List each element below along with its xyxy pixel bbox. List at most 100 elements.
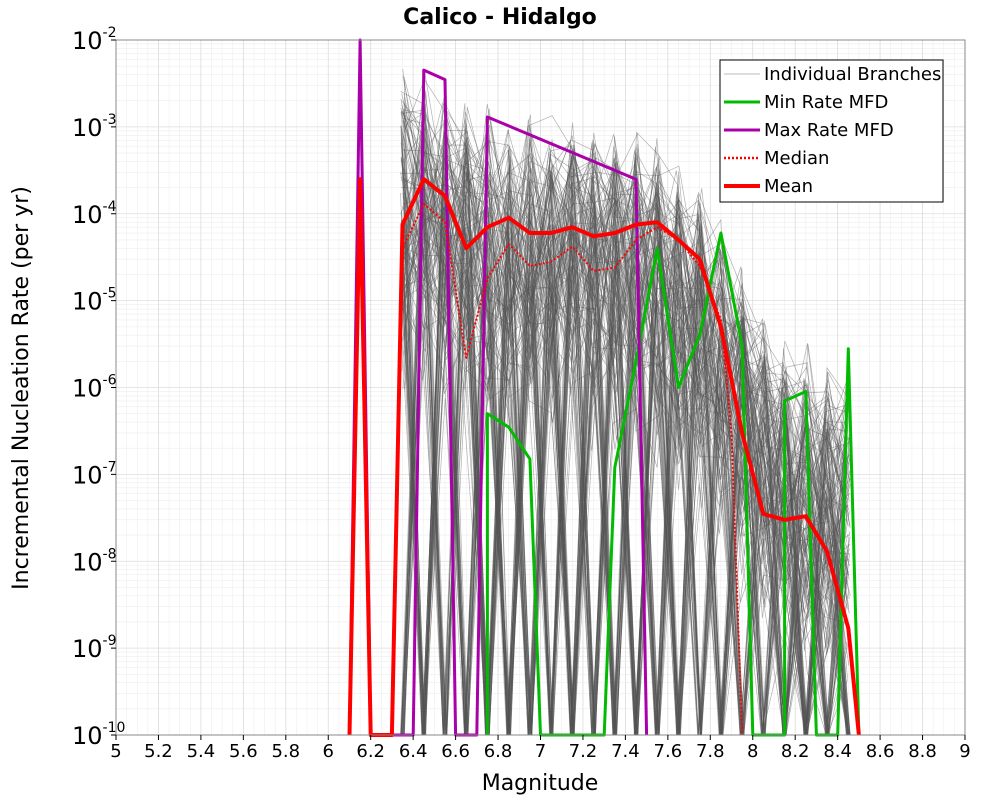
branch-line (400, 100, 849, 736)
branch-line (400, 91, 848, 736)
y-tick-label: 10-8 (72, 546, 117, 576)
branch-line (401, 128, 849, 736)
x-tick-label: 8.4 (823, 741, 852, 762)
branch-line (404, 160, 850, 736)
branch-line (401, 156, 851, 736)
branch-line (400, 177, 849, 736)
y-tick-exponent: -7 (103, 459, 117, 475)
branch-line (401, 152, 850, 736)
branch-line (402, 157, 847, 736)
branch-line (403, 146, 849, 736)
branch-line (402, 156, 849, 736)
branch-line (400, 133, 847, 736)
branch-line (401, 103, 849, 736)
branch-line (402, 117, 849, 736)
branch-line (402, 153, 849, 736)
legend-label: Mean (764, 176, 813, 197)
branch-line (401, 104, 850, 736)
branch-line (402, 149, 848, 736)
branch-line (402, 119, 850, 736)
branch-line (403, 165, 851, 736)
branch-line (402, 147, 847, 736)
branch-line (401, 127, 850, 736)
branch-line (400, 112, 851, 736)
branch-line (402, 136, 847, 736)
branch-line (403, 125, 851, 736)
branch-line (401, 143, 848, 736)
branch-line (402, 107, 848, 736)
branch-line (402, 155, 851, 736)
branch-line (403, 138, 849, 736)
x-tick-label: 9 (959, 741, 970, 762)
branch-line (402, 170, 849, 736)
x-axis-ticks: 5 5.2 5.4 5.6 5.8 6 6.2 6.4 6.6 6.8 7 7.2 7.4 7.6 7.8 8… (110, 735, 971, 762)
branch-line (401, 158, 851, 736)
branch-line (402, 161, 851, 736)
branch-line (403, 135, 848, 736)
branch-line (403, 100, 850, 736)
branch-line (401, 124, 850, 736)
branch-line (404, 126, 850, 736)
branch-line (404, 142, 850, 736)
branch-line (401, 235, 850, 736)
branch-line (402, 68, 850, 736)
branch-line (400, 169, 850, 736)
branch-line (403, 235, 848, 736)
series-line-median (348, 186, 744, 736)
branch-line (402, 111, 848, 736)
legend-label: Max Rate MFD (764, 120, 894, 141)
x-tick-label: 8.8 (908, 741, 937, 762)
branch-line (402, 143, 850, 736)
branch-line (403, 119, 848, 736)
branch-line (400, 94, 847, 736)
branch-line (403, 76, 847, 736)
series-layer (347, 38, 861, 737)
branch-line (401, 205, 851, 736)
branch-line (403, 132, 849, 736)
branch-line (401, 99, 849, 736)
branch-line (403, 144, 850, 736)
x-tick-label: 5 (110, 741, 121, 762)
chart-title: Calico - Hidalgo (403, 5, 597, 30)
branch-line (400, 157, 849, 736)
branch-line (401, 111, 848, 736)
branch-line (402, 139, 850, 736)
branch-line (403, 78, 849, 736)
branch-line (403, 104, 849, 736)
x-tick-label: 6.4 (399, 741, 428, 762)
branch-line (400, 143, 848, 736)
branch-line (400, 162, 847, 736)
y-tick-label: 10-9 (72, 633, 117, 663)
branch-line (401, 133, 850, 736)
branch-line (400, 125, 848, 736)
branch-line (403, 244, 848, 736)
branch-line (403, 112, 851, 736)
branch-line (401, 138, 850, 736)
x-tick-label: 7.6 (654, 741, 683, 762)
branch-line (401, 191, 851, 736)
branch-line (401, 103, 847, 736)
x-tick-label: 7.2 (569, 741, 598, 762)
branch-line (403, 148, 848, 736)
y-tick-exponent: -6 (103, 373, 117, 389)
branch-line (400, 171, 850, 736)
branch-line (401, 164, 851, 736)
branch-line (403, 133, 851, 736)
branch-line (403, 109, 850, 736)
branch-line (403, 108, 847, 736)
branch-line (400, 143, 849, 736)
branch-line (401, 131, 848, 736)
legend-label: Median (764, 148, 829, 169)
branch-line (400, 162, 848, 736)
x-tick-label: 7.8 (696, 741, 725, 762)
branch-line (402, 129, 850, 736)
branch-line (402, 106, 848, 736)
x-tick-label: 8 (747, 741, 758, 762)
series-line-mean (347, 177, 861, 737)
branch-line (400, 84, 849, 736)
y-tick-exponent: -2 (103, 25, 117, 41)
x-tick-label: 8.2 (781, 741, 810, 762)
y-tick-label: 10-7 (72, 459, 117, 489)
branch-line (402, 75, 847, 736)
